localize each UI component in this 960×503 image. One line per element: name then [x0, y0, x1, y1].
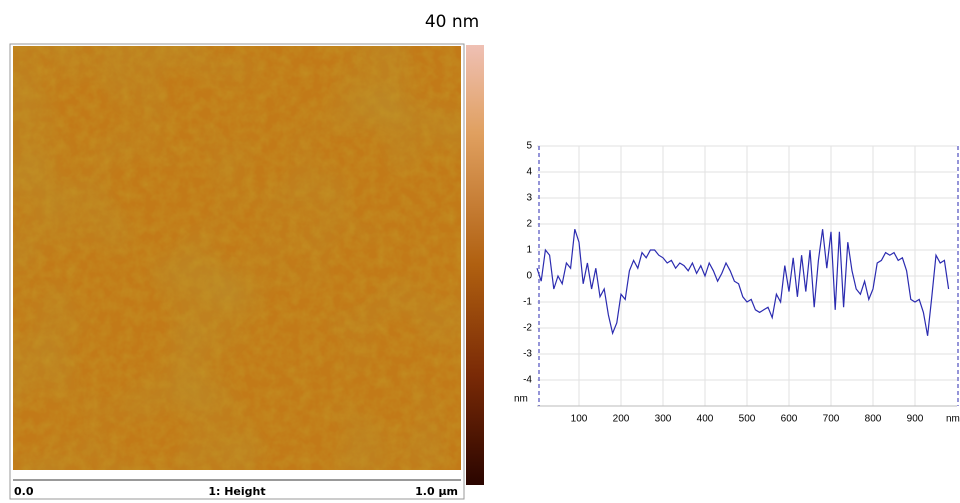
x-tick-label: 500 [739, 414, 756, 425]
color-bar [466, 45, 484, 485]
y-tick-label: 1 [526, 245, 532, 256]
afm-texture [13, 46, 461, 470]
profile-chart: -4 -3 -2 -1 0 1 2 3 4 5 100 200 300 400 500 600 700 800 90… [514, 141, 960, 425]
caption: 1: Height [208, 485, 265, 498]
profile-line [536, 229, 950, 336]
y-tick-label: 5 [526, 141, 532, 152]
y-tick-label: -3 [523, 349, 532, 360]
x-tick-label: 900 [907, 414, 924, 425]
x-end: 1.0 µm [415, 485, 458, 498]
y-tick-label: 4 [526, 167, 532, 178]
y-tick-label: -1 [523, 297, 532, 308]
y-tick-label: 3 [526, 193, 532, 204]
x-axis-label: nm [946, 414, 960, 425]
x-tick-label: 400 [697, 414, 714, 425]
x-tick-label: 600 [781, 414, 798, 425]
y-tick-label: -4 [523, 375, 532, 386]
x-start: 0.0 [14, 485, 34, 498]
x-tick-label: 100 [571, 414, 588, 425]
y-tick-label: 2 [526, 219, 532, 230]
x-tick-label: 700 [823, 414, 840, 425]
x-tick-label: 300 [655, 414, 672, 425]
x-tick-label: 200 [613, 414, 630, 425]
y-tick-label: -2 [523, 323, 532, 334]
scale-max: 40 nm [425, 12, 479, 32]
x-tick-label: 800 [865, 414, 882, 425]
y-tick-label: 0 [526, 271, 532, 282]
y-axis-label: nm [514, 394, 528, 405]
